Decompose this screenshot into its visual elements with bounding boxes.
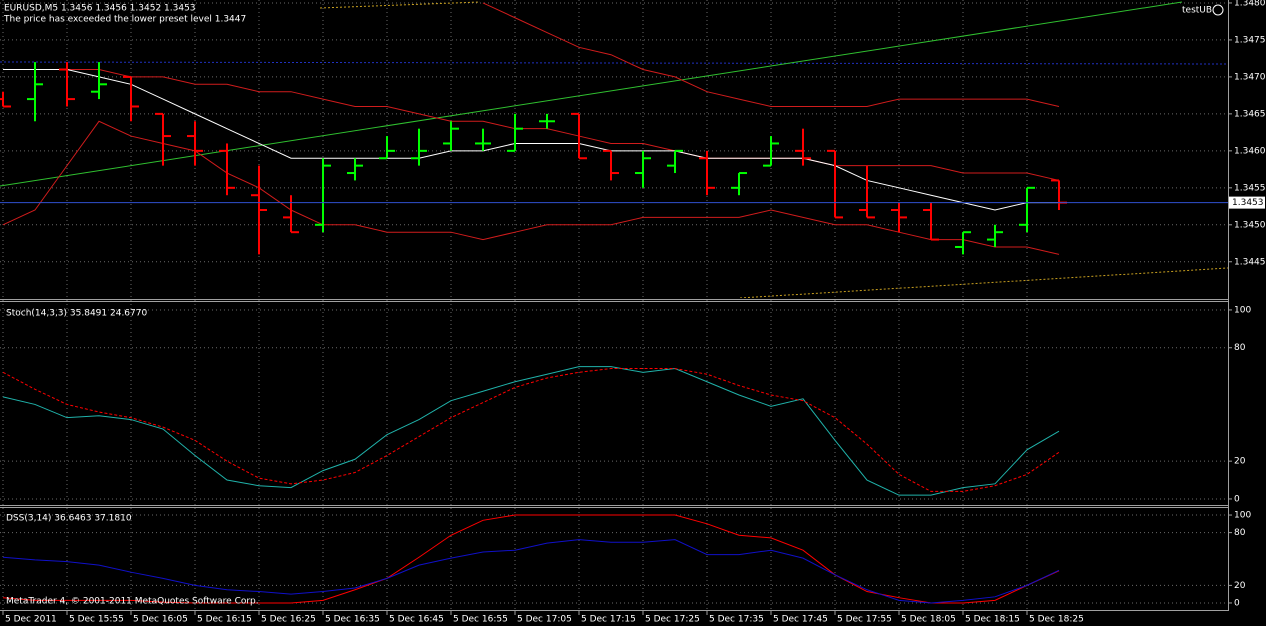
y-tick-label: 1.3445 xyxy=(1234,257,1266,267)
y-tick-label: 1.3460 xyxy=(1234,146,1266,156)
price-bar xyxy=(603,149,619,181)
dss-pane xyxy=(2,514,1060,604)
price-bar xyxy=(731,172,747,196)
expert-name: testUB xyxy=(1182,6,1212,16)
current-price-label: 1.3453 xyxy=(1232,198,1264,208)
price-pane xyxy=(0,1,1228,298)
y-tick-label: 20 xyxy=(1234,457,1246,467)
y-tick-label: 1.3480 xyxy=(1234,0,1266,8)
price-bar xyxy=(443,121,459,151)
price-bar xyxy=(763,136,779,167)
y-tick-label: 80 xyxy=(1234,343,1246,353)
price-bar xyxy=(891,202,907,233)
price-bar xyxy=(571,112,587,160)
price-bar xyxy=(219,143,235,196)
price-bar xyxy=(187,121,203,166)
chart-title: EURUSD,M5 1.3456 1.3456 1.3452 1.3453 xyxy=(4,4,196,14)
indicator-title: Stoch(14,3,3) 35.8491 24.6770 xyxy=(6,309,147,319)
x-tick-label: 5 Dec 15:55 xyxy=(69,615,124,625)
x-tick-label: 5 Dec 16:55 xyxy=(453,615,508,625)
price-bar xyxy=(155,112,171,166)
y-tick-label: 1.3465 xyxy=(1234,109,1266,119)
price-bar xyxy=(347,158,363,181)
x-tick-label: 5 Dec 17:35 xyxy=(709,615,764,625)
price-bar xyxy=(795,128,811,166)
price-bar xyxy=(475,128,491,151)
price-bar xyxy=(123,75,139,122)
series-line xyxy=(2,368,1060,492)
price-bar xyxy=(283,195,299,234)
x-tick-label: 5 Dec 17:25 xyxy=(645,615,700,625)
series-line xyxy=(3,69,1060,181)
x-tick-label: 5 Dec 16:05 xyxy=(133,615,188,625)
x-tick-label: 5 Dec 16:15 xyxy=(197,615,252,625)
price-bar xyxy=(667,149,683,174)
x-tick-label: 5 Dec 2011 xyxy=(5,615,57,625)
x-tick-label: 5 Dec 17:45 xyxy=(773,615,828,625)
price-bar xyxy=(859,165,875,219)
alert-text: The price has exceeded the lower preset … xyxy=(3,15,246,25)
x-tick-label: 5 Dec 16:35 xyxy=(325,615,380,625)
trend-line xyxy=(739,267,1228,298)
copyright: MetaTrader 4, © 2001-2011 MetaQuotes Sof… xyxy=(6,597,259,607)
y-tick-label: 0 xyxy=(1234,598,1240,608)
series-line xyxy=(482,2,1060,107)
expert-icon xyxy=(1212,4,1224,16)
y-tick-label: 0 xyxy=(1234,494,1240,504)
x-tick-label: 5 Dec 16:45 xyxy=(389,615,444,625)
current-price-box xyxy=(1229,196,1265,209)
indicator-title: DSS(3,14) 36.6463 37.1810 xyxy=(6,514,132,524)
price-bar xyxy=(379,136,395,160)
y-tick-label: 1.3470 xyxy=(1234,72,1266,82)
price-bar xyxy=(1051,179,1067,211)
y-tick-label: 20 xyxy=(1234,581,1246,591)
price-bar xyxy=(0,91,11,108)
series-line xyxy=(2,366,1060,496)
price-bar xyxy=(315,158,331,233)
price-bar xyxy=(539,113,555,129)
series-line xyxy=(2,514,1060,604)
price-bar xyxy=(411,128,427,166)
background-grid xyxy=(0,0,1228,610)
x-tick-label: 5 Dec 17:05 xyxy=(517,615,572,625)
price-bar xyxy=(827,149,843,219)
stochastic-pane xyxy=(2,366,1060,496)
price-bar xyxy=(635,150,651,188)
trend-line xyxy=(319,1,481,9)
y-tick-label: 100 xyxy=(1234,511,1251,521)
series-line xyxy=(3,69,1059,211)
price-bar xyxy=(91,62,107,100)
y-tick-label: 1.3475 xyxy=(1234,35,1266,45)
y-tick-label: 80 xyxy=(1234,528,1246,538)
series-line xyxy=(2,539,1060,604)
price-bar xyxy=(251,165,267,255)
price-bar xyxy=(59,62,75,107)
price-bar xyxy=(507,113,523,152)
price-bar xyxy=(27,62,43,122)
y-tick-label: 1.3450 xyxy=(1234,220,1266,230)
x-tick-label: 5 Dec 17:55 xyxy=(837,615,892,625)
price-bar xyxy=(955,231,971,255)
y-tick-label: 100 xyxy=(1234,305,1251,315)
series-line xyxy=(2,120,1060,255)
x-tick-label: 5 Dec 18:15 xyxy=(965,615,1020,625)
x-tick-label: 5 Dec 18:05 xyxy=(901,615,956,625)
x-tick-label: 5 Dec 18:25 xyxy=(1029,615,1084,625)
x-tick-label: 5 Dec 16:25 xyxy=(261,615,316,625)
price-bar xyxy=(987,224,1003,247)
price-bar xyxy=(1019,186,1035,233)
x-tick-label: 5 Dec 17:15 xyxy=(581,615,636,625)
level-line xyxy=(0,61,1228,65)
price-bar xyxy=(923,202,939,241)
y-tick-label: 1.3455 xyxy=(1234,183,1266,193)
price-bar xyxy=(699,150,715,196)
trend-line xyxy=(0,1,1183,187)
